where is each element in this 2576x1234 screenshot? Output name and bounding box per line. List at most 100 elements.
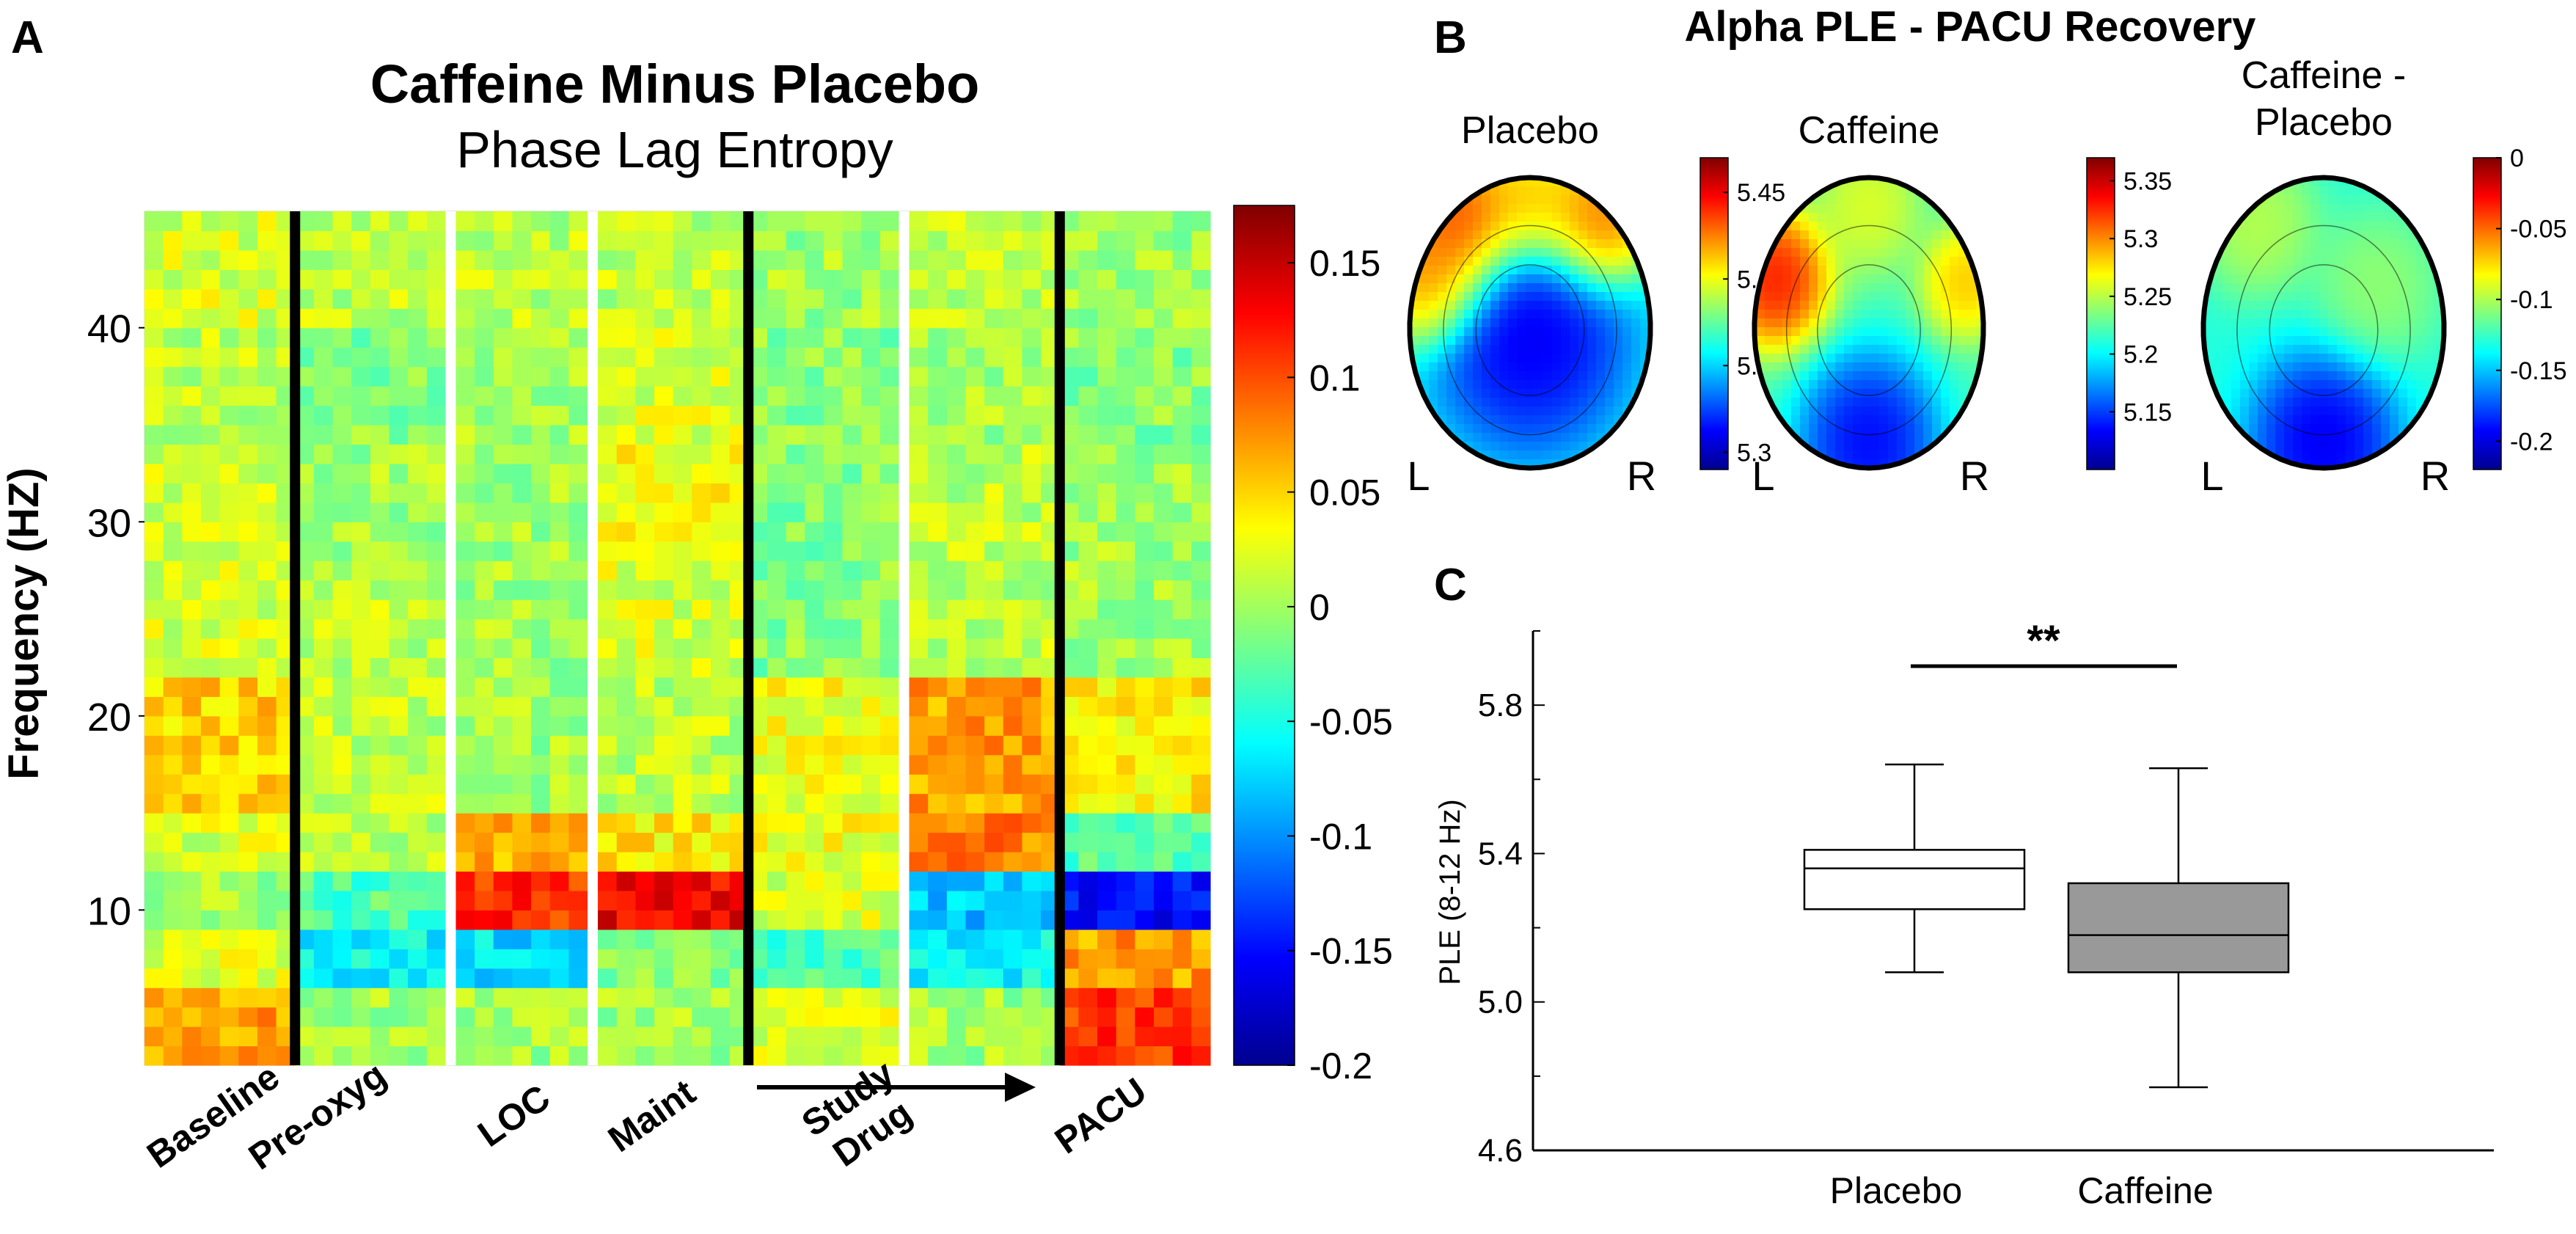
topo-cell (1906, 283, 1915, 293)
heatmap-cell (568, 1045, 588, 1066)
topo-cell (1596, 283, 1606, 293)
topo-cell (1879, 406, 1889, 416)
heatmap-cell (200, 541, 221, 561)
topo-cell (1517, 186, 1526, 196)
heatmap-cell (823, 288, 844, 309)
heatmap-cell (946, 308, 967, 329)
heatmap-cell (598, 580, 618, 600)
topo-cell (1879, 222, 1889, 231)
heatmap-cell (616, 230, 636, 251)
heatmap-cell (909, 638, 929, 659)
topo-cell (1765, 292, 1774, 302)
topo-cell (1526, 266, 1535, 275)
topo-cell (1756, 222, 1765, 231)
topo-cell (1765, 283, 1774, 293)
heatmap-cell (475, 502, 494, 522)
heatmap-cell (842, 405, 862, 426)
topo-cell (1835, 442, 1845, 451)
heatmap-cell (786, 949, 805, 969)
topo-cell (1543, 380, 1553, 390)
topo-cell (2346, 204, 2355, 213)
heatmap-cell (568, 774, 588, 795)
topo-cell (1622, 354, 1632, 363)
heatmap-cell (861, 366, 881, 387)
heatmap-cell (351, 754, 371, 775)
topo-cell (1420, 178, 1430, 187)
topo-cell (1552, 345, 1562, 354)
topo-cell (1958, 266, 1968, 275)
topo-cell (1835, 371, 1845, 381)
heatmap-cell (786, 211, 805, 232)
topo-cell (1411, 336, 1421, 346)
heatmap-cell (965, 754, 985, 775)
topo-cell (1985, 186, 1994, 196)
heatmap-cell (1191, 1007, 1211, 1027)
topo-cell (2302, 292, 2311, 302)
heatmap-cell (257, 308, 277, 329)
heatmap-cell (786, 987, 805, 1008)
topo-cell (1587, 459, 1597, 468)
topo-cell (1446, 415, 1456, 425)
topo-cell (1800, 345, 1810, 354)
heatmap-cell (1003, 269, 1023, 290)
heatmap-cell (692, 211, 711, 232)
topo-cell (2275, 248, 2285, 258)
topo-cell (1862, 354, 1871, 363)
topo-cell (1410, 362, 1412, 372)
topo-cell (1791, 310, 1801, 319)
heatmap-cell (332, 618, 352, 639)
topo-cell (1879, 424, 1889, 434)
heatmap-cell (1078, 852, 1098, 872)
topo-cell (1631, 292, 1641, 302)
heatmap-cell (1154, 813, 1174, 833)
heatmap-cell (635, 949, 655, 969)
heatmap-cell (786, 541, 805, 561)
heatmap-cell (475, 405, 494, 426)
topo-cell (2258, 178, 2267, 187)
topo-cell (1914, 442, 1924, 451)
topo-cell (1534, 371, 1544, 381)
heatmap-cell (654, 327, 674, 348)
heatmap-cell (144, 754, 164, 775)
panel-b-letter: B (1434, 12, 1467, 63)
heatmap-cell (351, 618, 371, 639)
heatmap-cell (370, 949, 390, 969)
topo-cell (2240, 336, 2250, 346)
heatmap-cell (766, 405, 787, 426)
heatmap-cell (635, 793, 655, 814)
topo-cell (1826, 380, 1836, 390)
topo-cell (1809, 239, 1818, 249)
heatmap-cell (1022, 308, 1042, 329)
topo-cell (1534, 406, 1544, 416)
topo-cell (1446, 230, 1456, 240)
heatmap-cell (1135, 463, 1155, 483)
topo-cell (2354, 195, 2364, 205)
heatmap-cell (1003, 522, 1023, 542)
heatmap-cell (766, 813, 787, 833)
heatmap-cell (654, 813, 674, 833)
heatmap-cell (1003, 444, 1023, 464)
topo-cell (2443, 283, 2444, 293)
heatmap-cell (861, 269, 881, 290)
topo-cell (1897, 354, 1906, 363)
heatmap-cell (1116, 211, 1135, 232)
heatmap-cell (805, 774, 824, 795)
topo-cell (1950, 380, 1959, 390)
topo-cell (1570, 195, 1579, 205)
heatmap-cell (1172, 1026, 1192, 1047)
topo-cell (2203, 257, 2206, 266)
heatmap-cell (710, 580, 731, 600)
heatmap-cell (1003, 327, 1023, 348)
heatmap-cell (766, 910, 787, 930)
topo-cell (1870, 380, 1880, 390)
heatmap-cell (200, 715, 221, 736)
heatmap-cell (568, 696, 588, 717)
heatmap-cell (766, 696, 787, 717)
heatmap-cell (616, 1026, 636, 1047)
heatmap-cell (616, 483, 636, 503)
topo-cell (2398, 248, 2408, 258)
heatmap-cell (692, 618, 711, 639)
topo-cell (1473, 362, 1482, 372)
heatmap-cell (842, 638, 862, 659)
topo-cell (1446, 459, 1456, 468)
